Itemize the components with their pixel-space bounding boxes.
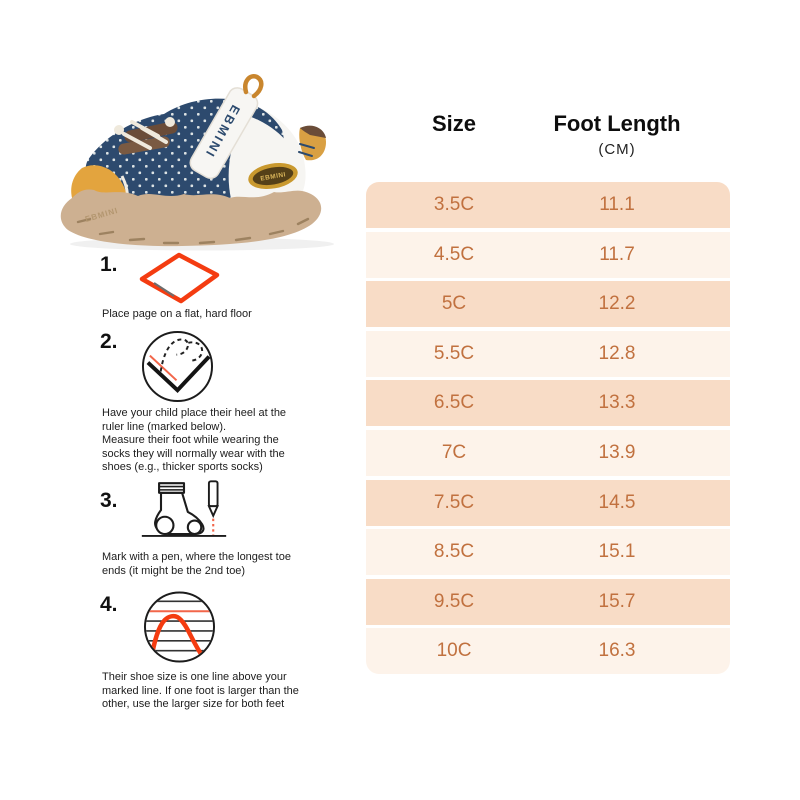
size-cell: 3.5C [433, 194, 475, 215]
step-text: Their shoe size is one line above your m… [102, 671, 299, 710]
length-cell: 13.3 [598, 392, 636, 414]
mark-with-pen-icon [141, 480, 227, 537]
length-cell: 16.3 [598, 640, 636, 662]
size-cell: 5C [441, 293, 467, 315]
table-row: 10C 16.3 [366, 628, 730, 675]
table-row: 6.5C 13.3 [366, 380, 730, 427]
heel-tab [298, 125, 326, 161]
size-cell: 10C [436, 640, 472, 662]
step-text: Have your child place their heel at the … [102, 407, 287, 433]
table-row: 5C 12.2 [366, 281, 730, 328]
brand-badge: EBMINI [248, 162, 298, 190]
table-row: 8.5C 15.1 [366, 529, 730, 576]
size-cell: 4.5C [433, 243, 475, 265]
step-2-number: 2. [100, 330, 118, 353]
table-row: 3.5C 11.1 [366, 182, 730, 228]
step-1-caption: Place page on a flat, hard floor [102, 308, 322, 322]
length-cell: 11.7 [599, 243, 635, 265]
unit-label: (CM) [598, 141, 636, 158]
outsole: EBMINI [60, 189, 322, 247]
table-row: 9.5C 15.7 [366, 578, 730, 625]
product-photo: EBMINI EBMINI EBMINI [52, 72, 344, 254]
size-one-line-above-icon [143, 591, 216, 663]
table-row: 7.5C 14.5 [366, 479, 730, 526]
step-text: Mark with a pen, where the longest toe e… [102, 551, 291, 577]
foot-length-column-header: Foot Length (CM) [542, 111, 692, 158]
size-cell: 8.5C [433, 541, 475, 563]
size-cell: 7.5C [433, 491, 475, 513]
length-cell: 11.1 [599, 194, 635, 215]
size-cell: 9.5C [433, 590, 475, 612]
step-text: Measure their foot while wearing the soc… [102, 434, 285, 473]
sneaker-illustration: EBMINI EBMINI EBMINI [60, 74, 334, 251]
badge-brand-text: EBMINI [260, 171, 287, 182]
table-row: 4.5C 11.7 [366, 231, 730, 278]
length-cell: 13.9 [598, 441, 636, 463]
length-cell: 15.7 [598, 590, 636, 612]
length-cell: 14.5 [598, 491, 636, 513]
step-3-number: 3. [100, 489, 118, 512]
size-cell: 6.5C [433, 392, 475, 414]
size-cell: 7C [441, 441, 467, 463]
step-text: Place page on a flat, hard floor [102, 308, 252, 320]
page-on-floor-icon [139, 252, 220, 304]
step-1-number: 1. [100, 253, 118, 276]
pull-loop [243, 74, 264, 99]
foot-length-label: Foot Length [553, 111, 681, 136]
table-row: 5.5C 12.8 [366, 330, 730, 377]
step-4-number: 4. [100, 593, 118, 616]
heel-at-ruler-line-icon [141, 330, 214, 403]
table-row: 7C 13.9 [366, 429, 730, 476]
laces [114, 117, 178, 155]
step-4-caption: Their shoe size is one line above your m… [102, 671, 307, 712]
step-3-caption: Mark with a pen, where the longest toe e… [102, 551, 292, 578]
size-table: 3.5C 11.1 4.5C 11.7 5C 12.2 5.5C 12.8 6.… [366, 182, 730, 675]
length-cell: 15.1 [598, 541, 636, 563]
size-column-header: Size [431, 111, 477, 136]
length-cell: 12.2 [598, 293, 636, 315]
step-2-caption: Have your child place their heel at the … [102, 407, 307, 475]
size-table-header: Size Foot Length (CM) [366, 111, 730, 158]
length-cell: 12.8 [598, 342, 636, 364]
size-cell: 5.5C [433, 342, 475, 364]
